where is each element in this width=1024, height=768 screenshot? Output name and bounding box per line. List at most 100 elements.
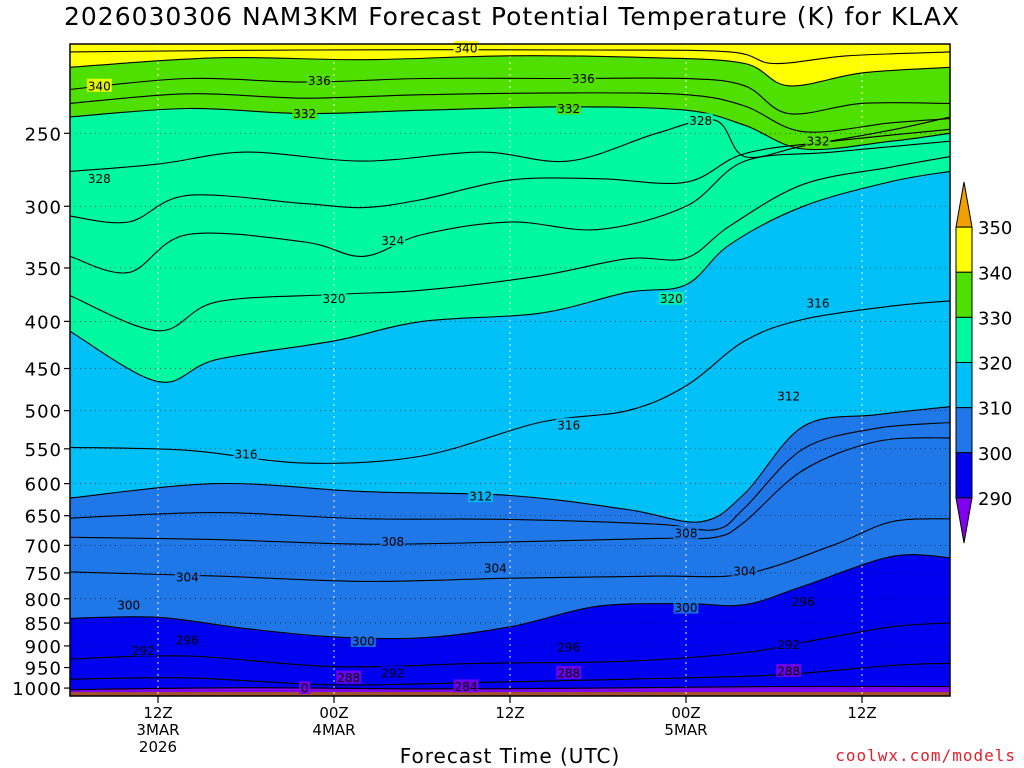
isentrope-290 <box>69 685 951 691</box>
isentrope-label: 308 <box>675 527 698 541</box>
grid-lines <box>70 44 950 696</box>
isentrope-label: 332 <box>293 107 316 121</box>
y-tick-label: 800 <box>25 590 62 611</box>
colorbar-swatch <box>955 362 973 409</box>
band-fill-344 <box>70 44 950 64</box>
isentrope-322 <box>69 156 951 332</box>
y-tick-label: 550 <box>25 440 62 461</box>
isentrope-label: 332 <box>807 135 830 149</box>
filled-bands <box>70 44 950 696</box>
x-tick-label: 4MAR <box>312 721 355 739</box>
y-tick-label: 400 <box>25 312 62 333</box>
y-axis: 2503003504004505005506006507007508008509… <box>12 124 70 700</box>
isentrope-label-bg <box>673 526 699 540</box>
isentrope-labels: 340 340 336 336 332 332 328 332 328 324 320 320 316 3… <box>86 40 831 696</box>
isentrope-label-bg <box>299 681 311 695</box>
isentrope-label: 332 <box>557 102 580 116</box>
colorbar-label: 340 <box>978 263 1012 284</box>
isentrope-label-bg <box>380 534 406 548</box>
isentrope-label-bg <box>336 670 362 684</box>
x-tick-label: 00Z <box>319 704 348 722</box>
x-tick-label: 00Z <box>671 704 700 722</box>
isentrope-label: 292 <box>777 638 800 652</box>
isentrope-340 <box>69 55 951 87</box>
isentrope-label-bg <box>86 171 112 185</box>
isentrope-label-bg <box>556 417 582 431</box>
isentrope-label: 308 <box>381 535 404 549</box>
isentrope-label-bg <box>380 665 406 679</box>
isentrope-label: 304 <box>733 564 756 578</box>
isentrope-label-bg <box>174 570 200 584</box>
y-tick-label: 600 <box>25 475 62 496</box>
isentrope-label: 336 <box>572 72 595 86</box>
band-fill-340 <box>70 44 950 86</box>
isentrope-label-bg <box>776 663 802 677</box>
isentrope-label: 328 <box>88 172 111 186</box>
isentrope-304 <box>69 518 951 582</box>
isentrope-label-bg <box>350 633 376 647</box>
y-tick-label: 1000 <box>12 679 62 700</box>
isentrope-label: 300 <box>117 599 140 613</box>
y-tick-label: 850 <box>25 614 62 635</box>
isentrope-label-bg <box>292 106 318 120</box>
x-tick-label: 12Z <box>495 704 524 722</box>
isentrope-label-bg <box>556 101 582 115</box>
y-tick-label: 300 <box>25 197 62 218</box>
isentrope-label: 340 <box>88 79 111 93</box>
isentrope-label-bg <box>805 134 831 148</box>
isentrope-label: 292 <box>381 666 404 680</box>
colorbar-swatch <box>955 452 973 499</box>
isentrope-label-bg <box>86 78 112 92</box>
isentrope-label: 292 <box>132 644 155 658</box>
isentrope-label: 296 <box>557 640 580 654</box>
isentrope-label: 312 <box>469 490 492 504</box>
isentrope-label-bg <box>482 561 508 575</box>
isentrope-label: 316 <box>807 296 830 310</box>
y-tick-label: 650 <box>25 507 62 528</box>
isentrope-label-bg <box>673 600 699 614</box>
x-tick-label: 5MAR <box>664 721 707 739</box>
x-tick-label: 12Z <box>847 704 876 722</box>
ground-strip <box>70 692 950 696</box>
isentrope-label: 304 <box>176 571 199 585</box>
isentrope-300 <box>69 554 951 640</box>
isentrope-label-bg <box>468 489 494 503</box>
isentrope-label-bg <box>776 389 802 403</box>
colorbar-swatch <box>955 316 973 363</box>
isentrope-label-bg <box>658 291 684 305</box>
isentrope-label: 284 <box>455 680 478 694</box>
isentrope-label: 296 <box>792 595 815 609</box>
colorbar-label: 290 <box>978 489 1012 510</box>
y-tick-label: 450 <box>25 360 62 381</box>
isentrope-334 <box>69 92 951 133</box>
isentrope-328 <box>69 116 951 172</box>
isentrope-label-bg <box>556 639 582 653</box>
y-tick-label: 500 <box>25 402 62 423</box>
isentrope-label-bg <box>805 295 831 309</box>
isentrope-label: 296 <box>176 634 199 648</box>
isentrope-label: 320 <box>660 292 683 306</box>
isentrope-label: 316 <box>557 418 580 432</box>
colorbar-label: 300 <box>978 444 1012 465</box>
colorbar-swatch <box>955 407 973 454</box>
y-tick-label: 700 <box>25 536 62 557</box>
x-tick-label: 3MAR <box>136 721 179 739</box>
isentrope-label: 336 <box>308 74 331 88</box>
isentrope-326 <box>69 128 951 224</box>
isentrope-label-bg <box>130 643 156 657</box>
isentrope-label-bg <box>570 71 596 85</box>
y-tick-label: 950 <box>25 659 62 680</box>
isentrope-label: 288 <box>777 664 800 678</box>
isentrope-label-bg <box>453 679 479 693</box>
isentrope-label: 300 <box>352 634 375 648</box>
isentrope-label-bg <box>321 291 347 305</box>
isentrope-344 <box>69 49 951 65</box>
y-tick-label: 900 <box>25 637 62 658</box>
chart-title: 2026030306 NAM3KM Forecast Potential Tem… <box>64 2 960 31</box>
isentrope-336 <box>69 77 951 115</box>
isentrope-label: 288 <box>557 666 580 680</box>
colorbar-swatch <box>955 497 973 544</box>
colorbar-label: 330 <box>978 308 1012 329</box>
y-tick-label: 750 <box>25 564 62 585</box>
